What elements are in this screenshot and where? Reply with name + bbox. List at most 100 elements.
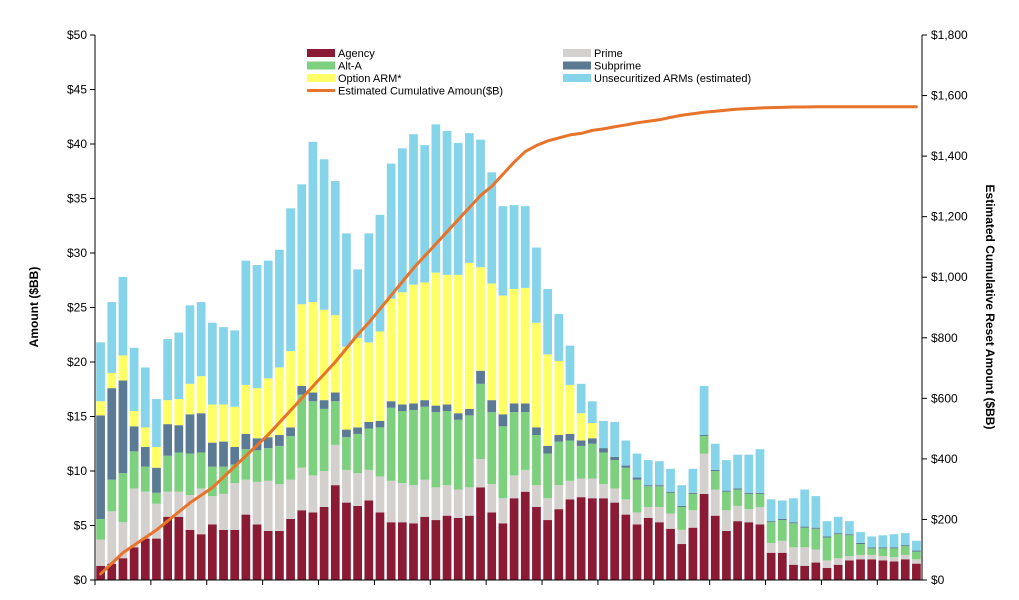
y-axis-title: Amount ($BB) [27,267,41,348]
bar-segment-alt-a-23 [353,433,362,474]
left-tick-label: $50 [67,28,87,42]
bar-segment-unsecuritized-arms-estimated--25 [375,214,385,332]
bar-segment-prime-48 [632,512,642,525]
bar-segment-agency-52 [677,544,687,580]
bar-segment-unsecuritized-arms-estimated--42 [565,345,575,385]
bar-segment-option-arm--37 [509,288,519,404]
bar-segment-agency-54 [699,493,709,580]
bar-segment-unsecuritized-arms-estimated--56 [722,460,731,491]
bar-segment-unsecuritized-arms-estimated--68 [856,532,865,543]
bar-segment-unsecuritized-arms-estimated--67 [845,521,854,535]
bar-segment-alt-a-58 [744,493,754,510]
bar-segment-subprime-50 [655,485,664,487]
legend-label: Option ARM* [338,73,402,85]
bar-segment-prime-63 [800,547,810,566]
bar-segment-alt-a-47 [621,467,631,500]
bar-segment-subprime-62 [789,522,798,524]
bar-segment-agency-57 [733,521,742,580]
bar-segment-alt-a-33 [465,415,474,488]
bar-segment-option-arm--32 [453,274,463,414]
bar-segment-prime-38 [520,469,530,492]
bar-segment-unsecuritized-arms-estimated--62 [789,498,798,523]
bar-segment-prime-46 [610,488,620,503]
bar-segment-unsecuritized-arms-estimated--1 [107,302,117,373]
bar-segment-unsecuritized-arms-estimated--19 [308,141,318,303]
bar-segment-option-arm--0 [96,401,105,416]
bar-segment-agency-2 [118,558,128,580]
bar-segment-option-arm--18 [297,304,307,386]
bar-segment-alt-a-31 [442,411,452,486]
legend-label: Subprime [594,61,641,73]
bar-segment-unsecuritized-arms-estimated--7 [174,332,184,400]
bar-segment-unsecuritized-arms-estimated--12 [230,330,240,407]
bar-segment-prime-56 [722,510,731,531]
bar-segment-prime-18 [297,467,307,511]
bar-segment-alt-a-70 [878,548,888,557]
bar-segment-agency-25 [375,512,385,580]
bar-segment-unsecuritized-arms-estimated--49 [643,460,653,486]
bar-segment-alt-a-17 [286,436,295,480]
bar-segment-subprime-24 [364,421,374,429]
bar-segment-option-arm--30 [431,272,441,406]
right-tick-label: $600 [931,391,958,405]
bar-segment-prime-14 [252,481,262,525]
bar-segment-subprime-59 [755,492,765,494]
bar-segment-alt-a-50 [655,486,664,507]
bar-segment-prime-17 [286,479,295,519]
bar-segment-alt-a-43 [576,445,586,479]
bar-segment-subprime-2 [118,380,128,474]
bar-segment-subprime-27 [397,404,407,412]
bar-segment-subprime-9 [196,413,206,453]
bar-segment-option-arm--16 [275,367,284,436]
bar-segment-prime-69 [867,554,877,560]
legend-swatch-alt-a [307,61,335,70]
bar-segment-unsecuritized-arms-estimated--34 [476,139,485,268]
bar-segment-unsecuritized-arms-estimated--72 [900,533,910,546]
bar-segment-subprime-7 [174,425,184,453]
bar-segment-alt-a-35 [487,412,497,485]
bar-segment-subprime-56 [722,490,731,492]
bar-segment-agency-26 [386,522,396,580]
bar-segment-alt-a-9 [196,452,206,489]
bar-segment-alt-a-62 [789,523,798,548]
bar-segment-unsecuritized-arms-estimated--66 [833,516,843,534]
bar-segment-subprime-10 [207,442,217,467]
bar-segment-alt-a-1 [107,479,117,512]
bar-segment-alt-a-5 [152,492,161,504]
bar-segment-prime-10 [207,496,217,525]
bar-segment-unsecuritized-arms-estimated--57 [733,454,742,489]
bar-segment-agency-46 [610,502,620,580]
bar-segment-alt-a-16 [275,445,284,485]
bar-segment-option-arm--3 [129,411,139,427]
left-tick-label: $45 [67,83,87,97]
bar-segment-prime-57 [733,505,742,522]
bar-segment-subprime-52 [677,505,687,507]
bar-segment-alt-a-45 [599,452,608,485]
bar-segment-subprime-68 [856,542,865,545]
bar-segment-agency-33 [465,515,474,580]
bar-segment-option-arm--39 [532,322,541,428]
bar-segment-alt-a-69 [867,548,877,555]
legend-swatch-option-arm- [307,74,335,82]
bar-segment-prime-42 [565,480,575,500]
bar-segment-unsecuritized-arms-estimated--59 [755,449,765,493]
bar-segment-prime-50 [655,506,664,523]
bar-segment-alt-a-68 [856,544,865,555]
bar-segment-agency-15 [263,530,273,580]
bar-segment-agency-42 [565,499,575,580]
bar-segment-unsecuritized-arms-estimated--11 [219,327,228,405]
bar-segment-agency-38 [520,491,530,580]
bar-segment-unsecuritized-arms-estimated--26 [386,163,396,299]
bar-segment-subprime-30 [431,405,441,413]
bar-segment-unsecuritized-arms-estimated--36 [498,206,508,296]
bar-segment-agency-30 [431,520,441,580]
bar-segment-subprime-51 [666,491,675,493]
bar-segment-agency-67 [845,560,854,580]
bar-segment-prime-30 [431,487,441,521]
bar-segment-prime-51 [666,513,675,529]
bar-segment-alt-a-21 [330,401,340,445]
bar-segment-subprime-45 [599,448,608,453]
bar-segment-prime-23 [353,473,362,506]
bar-segment-option-arm--34 [476,267,485,371]
bar-segment-subprime-3 [129,426,139,452]
